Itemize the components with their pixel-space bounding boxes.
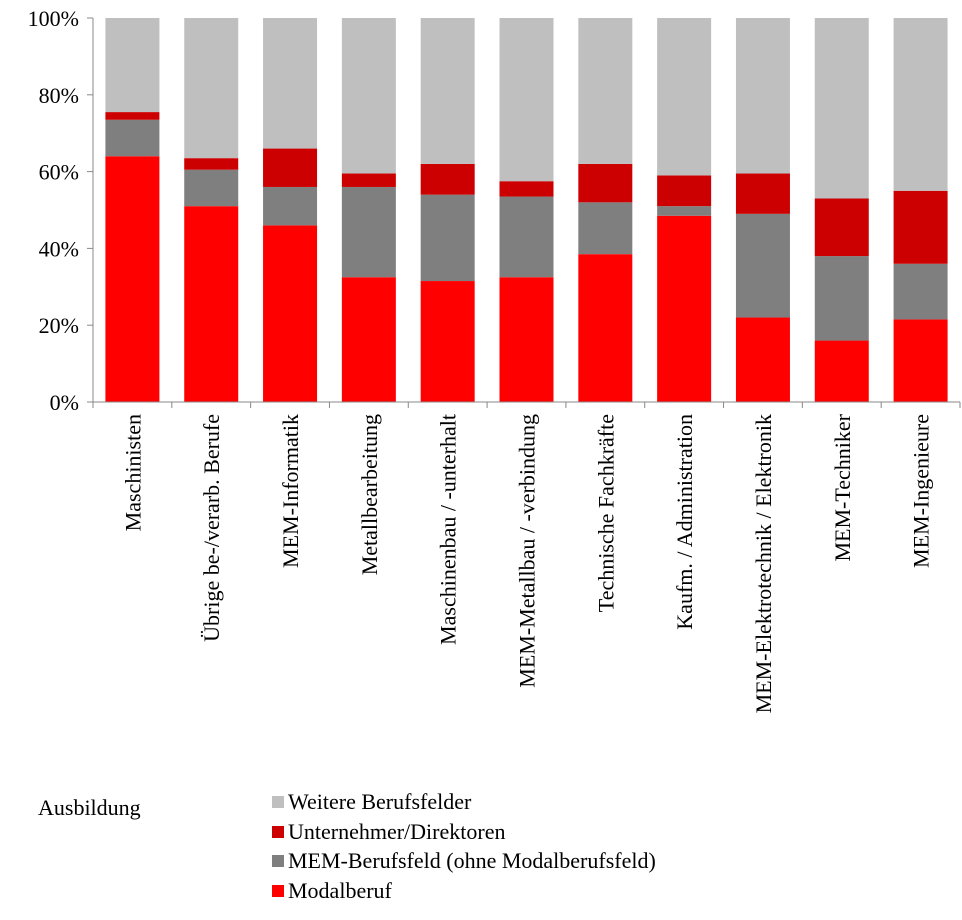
- category-label: MEM-Metallbau / -verbindung: [515, 414, 540, 688]
- bar-segment-3-series-4: [263, 18, 318, 149]
- bar-segment-10-series-4: [814, 18, 869, 199]
- bar-segment-2-series-2: [184, 169, 239, 207]
- bar-group: [105, 18, 948, 402]
- category-label: Übrige be-/verarb. Berufe: [199, 414, 224, 642]
- bar-segment-6-series-1: [499, 277, 554, 402]
- category-label: Maschinenbau / -unterhalt: [436, 414, 461, 645]
- y-tick-label: 60%: [39, 160, 79, 185]
- bar-segment-4-series-2: [341, 186, 396, 278]
- bar-segment-4-series-1: [341, 277, 396, 402]
- bar-segment-5-series-2: [420, 194, 475, 282]
- bar-segment-2-series-3: [184, 158, 239, 170]
- bar-segment-8-series-4: [657, 18, 712, 176]
- bar-segment-1-series-1: [105, 156, 160, 402]
- bar-segment-9-series-2: [735, 213, 790, 318]
- bar-segment-7-series-2: [578, 202, 633, 255]
- y-tick-label: 40%: [39, 236, 79, 261]
- bar-segment-4-series-4: [341, 18, 396, 174]
- bar-segment-1-series-3: [105, 112, 160, 120]
- bar-segment-3-series-2: [263, 186, 318, 226]
- bar-segment-10-series-2: [814, 256, 869, 341]
- bar-segment-9-series-3: [735, 173, 790, 214]
- bar-segment-1-series-4: [105, 18, 160, 113]
- category-labels: Maschinisten Übrige be-/verarb. Berufe MEM…: [120, 413, 933, 713]
- category-label: Metallbearbeitung: [357, 414, 382, 575]
- bar-segment-5-series-4: [420, 18, 475, 164]
- bar-segment-8-series-3: [657, 175, 712, 207]
- category-label: MEM-Informatik: [278, 414, 303, 568]
- bar-segment-2-series-1: [184, 206, 239, 402]
- bar-segment-4-series-3: [341, 173, 396, 187]
- category-label: Kaufm. / Administration: [672, 414, 697, 630]
- bar-segment-7-series-1: [578, 254, 633, 402]
- bar-segment-10-series-1: [814, 340, 869, 402]
- bar-segment-5-series-3: [420, 163, 475, 195]
- bar-segment-11-series-2: [893, 263, 948, 320]
- bar-segment-3-series-1: [263, 225, 318, 402]
- bar-segment-10-series-3: [814, 198, 869, 257]
- y-tick-label: 100%: [28, 6, 79, 31]
- category-label: MEM-Elektrotechnik / Elektronik: [751, 414, 776, 713]
- bar-segment-7-series-3: [578, 163, 633, 203]
- y-tick-label: 80%: [39, 83, 79, 108]
- bar-segment-5-series-1: [420, 281, 475, 402]
- bar-segment-2-series-4: [184, 18, 239, 159]
- bar-segment-3-series-3: [263, 148, 318, 187]
- bar-segment-6-series-3: [499, 181, 554, 197]
- category-label: MEM-Ingenieure: [909, 414, 934, 568]
- bar-segment-9-series-1: [735, 317, 790, 402]
- bar-segment-11-series-1: [893, 319, 948, 402]
- bar-segment-11-series-3: [893, 190, 948, 264]
- y-tick-label: 20%: [39, 313, 79, 338]
- category-label: MEM-Techniker: [830, 413, 855, 561]
- bar-segment-7-series-4: [578, 18, 633, 164]
- category-label: Maschinisten: [120, 414, 145, 531]
- axes: 0% 20% 40% 60% 80% 100%: [28, 6, 961, 415]
- bar-segment-9-series-4: [735, 18, 790, 174]
- y-tick-label: 0%: [50, 390, 79, 415]
- bar-segment-1-series-2: [105, 119, 160, 157]
- bar-segment-8-series-1: [657, 215, 712, 402]
- bar-segment-6-series-4: [499, 18, 554, 182]
- bar-segment-8-series-2: [657, 206, 712, 216]
- bar-segment-6-series-2: [499, 196, 554, 278]
- category-label: Technische Fachkräfte: [593, 414, 618, 612]
- bar-segment-11-series-4: [893, 18, 948, 191]
